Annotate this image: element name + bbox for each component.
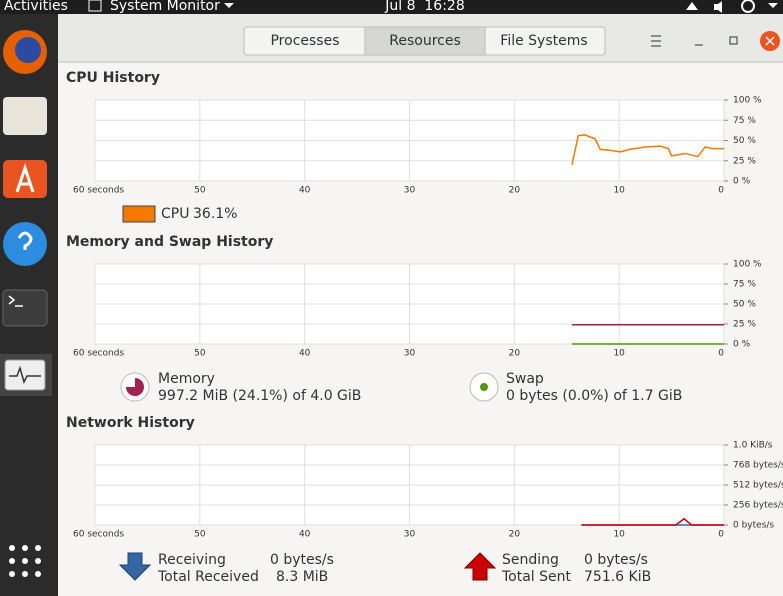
legend-name: Memory (158, 371, 215, 387)
y-tick-label: 100 % (733, 96, 762, 106)
x-tick-label: 20 (509, 349, 521, 359)
swap-gauge-fill (480, 383, 488, 391)
y-tick-label: 0 % (733, 177, 751, 187)
software-icon[interactable] (3, 160, 47, 198)
x-tick-label: 40 (299, 530, 311, 540)
y-tick-label: 768 bytes/s (733, 461, 783, 471)
x-tick-label: 30 (404, 349, 416, 359)
x-tick-label: 50 (194, 530, 206, 540)
x-tick-label: 30 (404, 186, 416, 196)
legend-reading: 36.1% (193, 206, 237, 222)
activities[interactable]: Activities (4, 0, 68, 14)
monitor-glyph (9, 365, 41, 385)
memory-gauge-fill (126, 378, 144, 396)
y-tick-label: 75 % (733, 280, 756, 290)
x-tick-label: 30 (404, 530, 416, 540)
x-tick-label: 10 (613, 349, 625, 359)
x-tick-label: 0 (718, 349, 724, 359)
clock[interactable]: Jul 8 16:28 (384, 0, 465, 14)
tab[interactable]: Resources (389, 33, 461, 49)
total-label: Total Sent (501, 569, 572, 585)
volume-icon[interactable] (714, 1, 722, 13)
close-glyph (765, 36, 775, 46)
tab[interactable]: Processes (270, 33, 339, 49)
y-tick-label: 50 % (733, 136, 756, 146)
legend-name: CPU (161, 206, 189, 222)
graph-title: Network History (66, 415, 195, 431)
menu-button[interactable] (651, 35, 661, 47)
tab[interactable]: File Systems (500, 33, 587, 49)
sending-arrow[interactable] (463, 552, 497, 581)
help-icon[interactable] (3, 222, 47, 266)
firefox-globe (15, 37, 41, 63)
files-icon[interactable] (3, 97, 47, 135)
legend-name: Swap (506, 371, 544, 387)
y-tick-label: 256 bytes/s (733, 501, 783, 511)
series-line (571, 134, 724, 165)
x-tick-label: 60 seconds (73, 349, 124, 359)
series-line (581, 517, 724, 526)
app-menu[interactable]: System Monitor (110, 0, 220, 14)
x-tick-label: 0 (718, 186, 724, 196)
menu-arrow (224, 3, 234, 8)
x-tick-label: 0 (718, 530, 724, 540)
x-tick-label: 40 (299, 186, 311, 196)
y-tick-label: 0 bytes/s (733, 521, 774, 531)
x-tick-label: 40 (299, 349, 311, 359)
rate: 0 bytes/s (270, 552, 334, 568)
legend-name: Receiving (158, 552, 226, 568)
y-tick-label: 25 % (733, 156, 756, 166)
x-tick-label: 20 (509, 530, 521, 540)
monitor-icon[interactable] (4, 359, 46, 391)
x-tick-label: 20 (509, 186, 521, 196)
y-tick-label: 1.0 KiB/s (733, 441, 773, 451)
y-tick-label: 512 bytes/s (733, 481, 783, 491)
help-glyph (17, 231, 33, 250)
y-tick-label: 0 % (733, 340, 751, 350)
y-tick-label: 25 % (733, 320, 756, 330)
y-tick-label: 75 % (733, 116, 756, 126)
x-tick-label: 60 seconds (73, 530, 124, 540)
total-label: Total Received (157, 569, 259, 585)
receiving-arrow[interactable] (118, 552, 152, 581)
legend-name: Sending (502, 552, 559, 568)
total: 751.6 KiB (584, 569, 651, 585)
graph-title: Memory and Swap History (66, 234, 273, 250)
y-tick-label: 100 % (733, 260, 762, 270)
software-glyph (15, 163, 35, 193)
system-arrow[interactable] (768, 3, 778, 8)
x-tick-label: 50 (194, 349, 206, 359)
terminal-icon[interactable] (2, 289, 48, 327)
legend-reading: 0 bytes (0.0%) of 1.7 GiB (506, 388, 682, 404)
terminal-glyph (8, 295, 23, 307)
network-icon[interactable] (686, 2, 698, 10)
x-tick-label: 10 (613, 186, 625, 196)
top-bar (0, 0, 783, 14)
graph-title: CPU History (66, 70, 160, 86)
x-tick-label: 50 (194, 186, 206, 196)
total: 8.3 MiB (276, 569, 328, 585)
rate: 0 bytes/s (584, 552, 648, 568)
apps-grid[interactable] (9, 545, 41, 577)
legend-reading: 997.2 MiB (24.1%) of 4.0 GiB (158, 388, 361, 404)
x-tick-label: 10 (613, 530, 625, 540)
cpu-swatch[interactable] (122, 205, 156, 223)
power-icon[interactable] (741, 0, 755, 13)
maximize-button[interactable] (729, 36, 738, 45)
active-tab-bg (364, 26, 486, 56)
x-tick-label: 60 seconds (73, 186, 124, 196)
y-tick-label: 50 % (733, 300, 756, 310)
app-icon (88, 0, 102, 12)
